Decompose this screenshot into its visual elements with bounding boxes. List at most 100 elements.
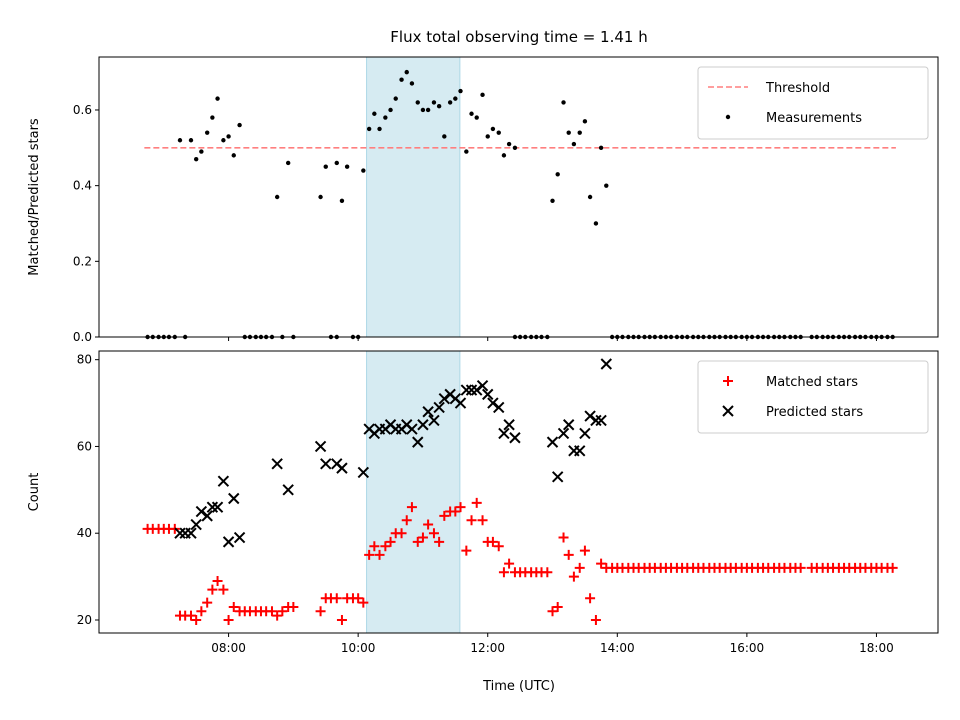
matched-stars-point [288,601,299,612]
x-tick-label: 16:00 [730,641,765,655]
measurements-point [361,168,366,173]
x-tick-label: 12:00 [470,641,505,655]
measurements-point [598,145,604,151]
measurements-point [221,138,226,143]
matched-stars-point [471,497,482,508]
matched-stars-point [450,506,461,517]
matched-stars-point [477,515,488,526]
matched-stars-point [185,610,196,621]
matched-stars-point [552,601,563,612]
y-tick-label: 20 [77,613,92,627]
measurements-point [485,134,490,139]
matched-stars-point [202,597,213,608]
matched-stars-point [223,614,234,625]
y-tick-label: 40 [77,526,92,540]
measurements-point [339,198,345,203]
predicted-stars-point [509,432,521,444]
measurements-point [447,100,453,105]
predicted-stars-point [206,501,219,513]
measurements-point [399,77,404,82]
predicted-stars-point [482,388,494,401]
measurements-point [453,96,458,101]
matched-stars-point [336,614,347,625]
predicted-stars-point [503,419,515,431]
predicted-stars-point [422,406,434,418]
predicted-stars-point [222,536,235,548]
measurements-point [512,145,518,151]
highlight-span [366,350,461,634]
matched-stars-point [428,528,439,539]
matched-stars-point [542,567,553,578]
predicted-stars-point [320,458,332,470]
measurements-point [237,122,242,128]
measurements-point [366,126,372,132]
predicted-stars-point [493,401,505,414]
measurements-point [377,126,382,132]
measurements-point [496,130,501,135]
measurements-point [323,164,328,169]
y-tick-label: 80 [77,353,92,367]
matched-stars-point [461,545,472,556]
star-count-panel: 08:00 10:00 12:00 14:00 16:00 18:00 20 40 60 80 Co… [27,350,939,655]
measurements-point [193,156,199,162]
matched-stars-point [191,614,202,625]
x-tick-label: 08:00 [211,641,246,655]
legend-swatch [725,114,731,120]
predicted-stars-point [438,393,451,405]
measurements-point [393,96,398,101]
matched-stars-point [412,536,423,547]
predicted-stars-point [190,518,202,531]
measurements-point [334,160,339,166]
matched-stars-point [358,597,369,608]
measurements-point [188,138,194,143]
matched-stars-point [487,536,498,547]
matched-stars-point [315,606,326,617]
legend-label: Threshold [765,81,830,96]
measurements-point [501,153,507,158]
x-axis-label: Time (UTC) [482,679,555,694]
measurements-point [274,194,280,200]
matched-stars-point [574,562,585,573]
matched-stars-point [455,502,466,513]
measurements-point [285,160,291,166]
measurements-point [442,134,447,139]
predicted-stars-point [271,458,283,470]
predicted-stars-point [590,414,602,427]
predicted-stars-point [471,384,483,396]
predicted-stars-point [406,423,418,435]
legend-label: Matched stars [766,375,858,390]
predicted-stars-point [600,358,612,370]
measurements-point [383,115,388,120]
y-tick-label: 0.2 [73,254,92,268]
matched-stars-point [423,519,434,530]
legend-label: Measurements [766,111,862,126]
matched-stars-point [558,532,569,543]
matched-stars-point [406,502,417,513]
predicted-stars-point [579,427,591,440]
matched-stars-point [266,606,277,617]
measurements-point [226,134,231,139]
predicted-stars-point [557,427,570,440]
matched-stars-point [331,593,342,604]
matched-stars-point [277,606,288,617]
predicted-stars-point [584,410,596,422]
x-tick-label: 18:00 [859,641,894,655]
predicted-stars-point [185,527,197,539]
predicted-stars-point [417,419,429,431]
measurements-point [420,107,426,113]
highlight-span [366,56,461,338]
predicted-stars-point [595,414,607,427]
predicted-stars-point [574,445,586,457]
measurements-point [490,126,496,132]
measurements-point [409,81,415,86]
matched-stars-point [353,593,364,604]
measurements-point [555,172,560,177]
x-tick-label: 14:00 [600,641,635,655]
predicted-stars-point [195,505,208,518]
matched-stars-point [396,528,407,539]
matched-stars-point [887,562,898,573]
measurements-point [464,149,469,154]
measurements-point [561,100,566,105]
measurements-point [577,130,582,135]
